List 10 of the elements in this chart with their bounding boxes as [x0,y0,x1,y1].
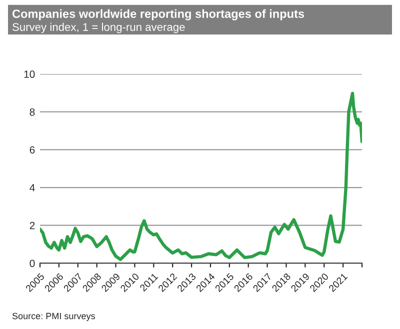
y-tick-label: 0 [30,260,35,268]
chart-title: Companies worldwide reporting shortages of inputs [12,9,304,20]
y-tick-label: 8 [30,108,35,116]
chart-subtitle: Survey index, 1 = long-run average [12,22,185,34]
y-tick-label: 6 [30,146,35,154]
y-tick-label: 4 [30,184,35,192]
y-tick-label: 2 [30,222,35,230]
source-note: Source: PMI surveys [12,312,95,322]
y-tick-label: 10 [24,70,35,78]
line-series [40,92,362,262]
